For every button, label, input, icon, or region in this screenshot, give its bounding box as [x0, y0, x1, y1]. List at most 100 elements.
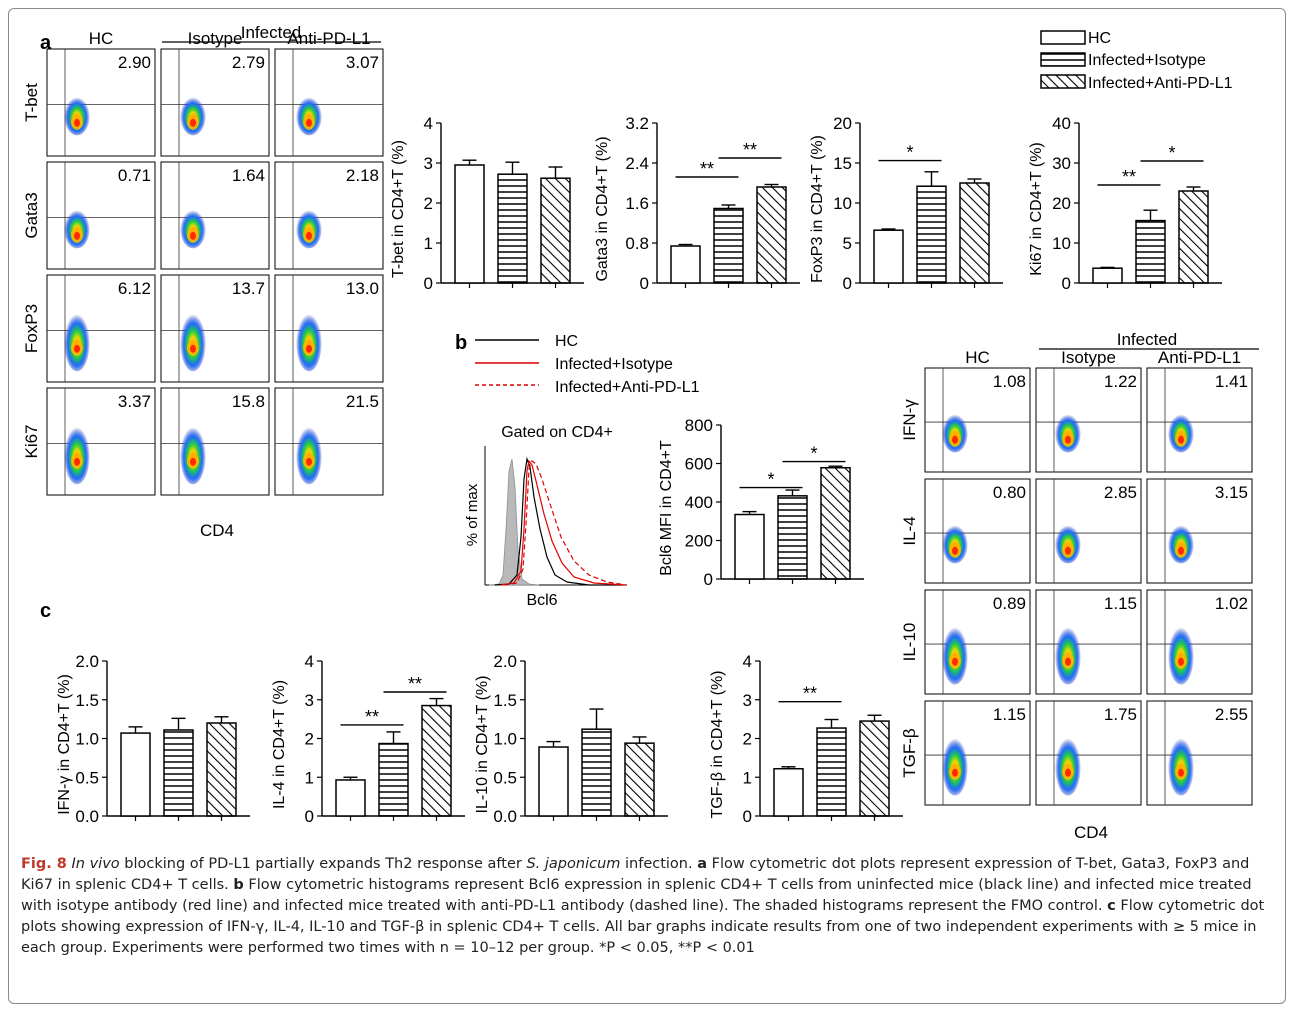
flow-dot-center — [1178, 546, 1184, 555]
bar-y-tick-label: 0 — [305, 807, 314, 826]
flow-dot-center — [1065, 546, 1071, 555]
bar-y-tick-label: 200 — [685, 532, 713, 551]
bar-y-tick-label: 20 — [1052, 194, 1071, 213]
hist-hc-line — [494, 456, 624, 586]
flow-percent-value: 13.0 — [346, 279, 379, 298]
flow-plot-box — [1146, 478, 1253, 584]
bar-hc — [734, 513, 765, 580]
significance-label: ** — [1122, 167, 1136, 187]
flow-percent-value: 1.15 — [1104, 594, 1137, 613]
bar-y-tick-label: 0 — [1062, 274, 1071, 293]
bar-y-tick-label: 800 — [685, 416, 713, 435]
bar-y-tick-label: 2 — [424, 194, 433, 213]
bar-y-tick-label: 1 — [424, 234, 433, 253]
bar-isotype — [1135, 219, 1166, 284]
flow-dot-center — [1065, 657, 1071, 666]
bar-antipdl1 — [820, 466, 851, 580]
caption-c-text: Flow cytometric dot plots showing expres… — [21, 898, 1265, 956]
bar-y-tick-label: 1 — [743, 768, 752, 787]
flow-plots-c: Infected CD4 HC Isotype Anti-PD-L1 IFN-γ 1.0… — [900, 330, 1259, 842]
significance-label: ** — [408, 674, 422, 694]
flow-percent-value: 1.08 — [993, 372, 1026, 391]
bar-chart-tbet: 0 1 2 3 4 T-bet in CD4+T (%) — [390, 114, 584, 293]
flow-percent-value: 2.85 — [1104, 483, 1137, 502]
flow-row-label: FoxP3 — [22, 304, 41, 353]
legend-swatch-antipdl1 — [1040, 74, 1086, 89]
caption-a-label: a — [697, 856, 708, 872]
caption-title-rest: blocking of PD-L1 partially expands Th2 … — [119, 856, 527, 872]
bar-antipdl1 — [421, 704, 452, 817]
flow-percent-value: 1.41 — [1215, 372, 1248, 391]
bar-y-tick-label: 2.0 — [75, 652, 99, 671]
bar-y-tick-label: 0.8 — [625, 234, 649, 253]
figure-caption: Fig. 8 In vivo blocking of PD-L1 partial… — [21, 854, 1283, 959]
flow-column-header: HC — [965, 348, 990, 367]
bar-hc — [670, 245, 701, 284]
flow-dot-center — [190, 344, 196, 353]
flow-plots-a: Infected CD4 HC Isotype Anti-PD-L1 T-bet 2.9… — [22, 23, 384, 540]
flow-a-xlabel: CD4 — [200, 521, 234, 540]
flow-percent-value: 2.55 — [1215, 705, 1248, 724]
bar-chart-il10: 0.0 0.5 1.0 1.5 2.0IL-10 in CD4+T (%) — [474, 652, 668, 826]
flow-dot-center — [952, 768, 958, 777]
flow-dot-center — [952, 546, 958, 555]
flow-column-header: Isotype — [188, 29, 243, 48]
panel-label-c: c — [40, 600, 51, 622]
flow-dot-center — [190, 457, 196, 466]
hist-antipdl1-line — [503, 460, 627, 586]
flow-row-label: IL-4 — [900, 516, 919, 545]
flow-row-label: Ki67 — [22, 424, 41, 458]
bar-chart-bcl6: 0 200 400 600 800 Bcl6 MFI in CD4+T * * — [658, 416, 864, 589]
flow-plot-box — [1035, 700, 1142, 806]
bar-y-label: IFN-γ in CD4+T (%) — [56, 674, 73, 815]
bar-antipdl1 — [959, 182, 990, 284]
flow-dot-center — [1178, 435, 1184, 444]
caption-a-text: Flow cytometric dot plots represent expr… — [21, 856, 1250, 893]
flow-column-header: HC — [89, 29, 114, 48]
flow-percent-value: 3.07 — [346, 53, 379, 72]
bar-y-label: FoxP3 in CD4+T (%) — [809, 135, 826, 283]
bar-chart-tgfb: 0 1 2 3 4 TGF-β in CD4+T (%) ** — [709, 652, 903, 826]
flow-plot-box — [924, 367, 1031, 473]
flow-percent-value: 15.8 — [232, 392, 265, 411]
bar-y-tick-label: 2 — [305, 730, 314, 749]
caption-title-italic: In vivo — [71, 856, 120, 872]
bar-isotype — [916, 185, 947, 284]
flow-row-label: TGF-β — [900, 728, 919, 778]
flow-plot-box — [1146, 367, 1253, 473]
bar-y-tick-label: 0 — [843, 274, 852, 293]
legend-label-isotype: Infected+Isotype — [1088, 52, 1206, 69]
bar-y-tick-label: 0 — [640, 274, 649, 293]
bar-y-tick-label: 0.5 — [493, 768, 517, 787]
legend-swatch-isotype — [1040, 52, 1086, 67]
bar-y-tick-label: 3 — [424, 154, 433, 173]
flow-column-header: Anti-PD-L1 — [287, 29, 370, 48]
flow-percent-value: 1.75 — [1104, 705, 1137, 724]
flow-dot-center — [1178, 768, 1184, 777]
bar-antipdl1 — [756, 186, 787, 284]
bar-hc — [538, 746, 569, 817]
flow-plot-box — [924, 478, 1031, 584]
caption-b-text: Flow cytometric histograms represent Bcl… — [21, 877, 1252, 914]
flow-dot-center — [306, 118, 312, 127]
flow-dot-center — [306, 231, 312, 240]
flow-dot-center — [190, 231, 196, 240]
flow-column-header: Anti-PD-L1 — [1158, 348, 1241, 367]
flow-percent-value: 0.80 — [993, 483, 1026, 502]
bar-y-label: Bcl6 MFI in CD4+T — [658, 440, 675, 576]
flow-percent-value: 1.15 — [993, 705, 1026, 724]
bar-y-tick-label: 400 — [685, 493, 713, 512]
bar-y-label: TGF-β in CD4+T (%) — [709, 670, 726, 818]
flow-row-label: IL-10 — [900, 623, 919, 662]
flow-percent-value: 2.79 — [232, 53, 265, 72]
flow-plot-box — [1146, 700, 1253, 806]
bar-y-label: T-bet in CD4+T (%) — [390, 140, 407, 278]
significance-label: ** — [700, 159, 714, 179]
hist-legend-hc: HC — [555, 333, 578, 350]
bar-y-tick-label: 10 — [833, 194, 852, 213]
bar-hc — [873, 229, 904, 284]
flow-plot-box — [1035, 478, 1142, 584]
caption-title-end: infection. — [620, 856, 693, 872]
